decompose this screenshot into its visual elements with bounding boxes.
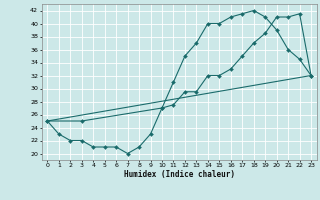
- X-axis label: Humidex (Indice chaleur): Humidex (Indice chaleur): [124, 170, 235, 179]
